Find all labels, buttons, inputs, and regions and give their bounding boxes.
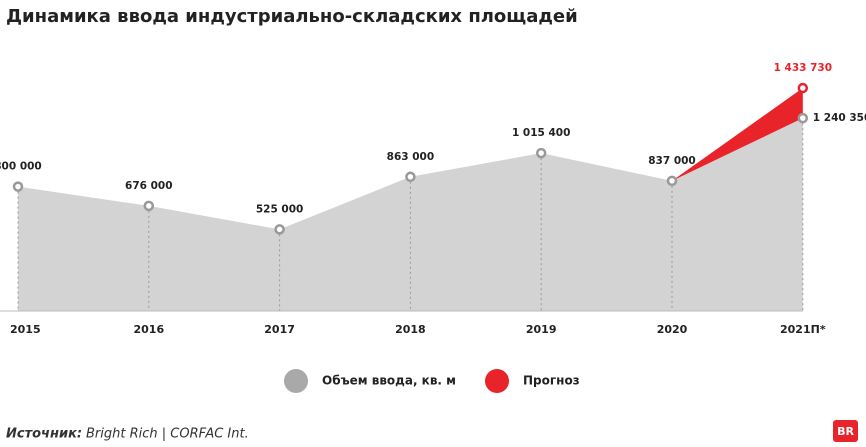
x-tick-label: 2019 [526,323,557,336]
x-tick-label: 2021П* [780,323,826,336]
point [666,175,678,187]
point [797,112,809,124]
logo-box [833,420,858,442]
value-label: 1 433 730 [774,62,832,74]
logo: BR [837,425,854,438]
x-tick-label: 2017 [264,323,295,336]
x-tick-label: 2016 [133,323,164,336]
source-label: Источник: [6,427,82,442]
x-tick-label: 2020 [657,323,688,336]
x-tick-label: 2018 [395,323,426,336]
legend-label: Объем ввода, кв. м [322,374,456,388]
value-label: 1 240 350 [813,112,866,124]
legend-swatch [485,369,509,393]
value-label: 863 000 [387,151,435,163]
value-label: 676 000 [125,180,173,192]
point [143,200,155,212]
area [18,118,803,311]
x-tick-label: 2015 [10,323,41,336]
chart-title: Динамика ввода индустриально-складских п… [6,6,578,27]
point [274,224,285,235]
source: Bright Rich | CORFAC Int. [86,427,249,442]
value-label: 1 015 400 [512,127,570,139]
point [12,181,24,192]
legend-swatch [284,369,308,393]
value-label: 837 000 [648,155,696,167]
point [405,171,416,183]
legend-label: Прогноз [523,374,580,388]
point [535,147,547,159]
value-label: 525 000 [256,203,304,215]
forecast-point [797,82,809,94]
forecast-area [672,88,803,181]
value-label: 800 000 [0,161,42,173]
